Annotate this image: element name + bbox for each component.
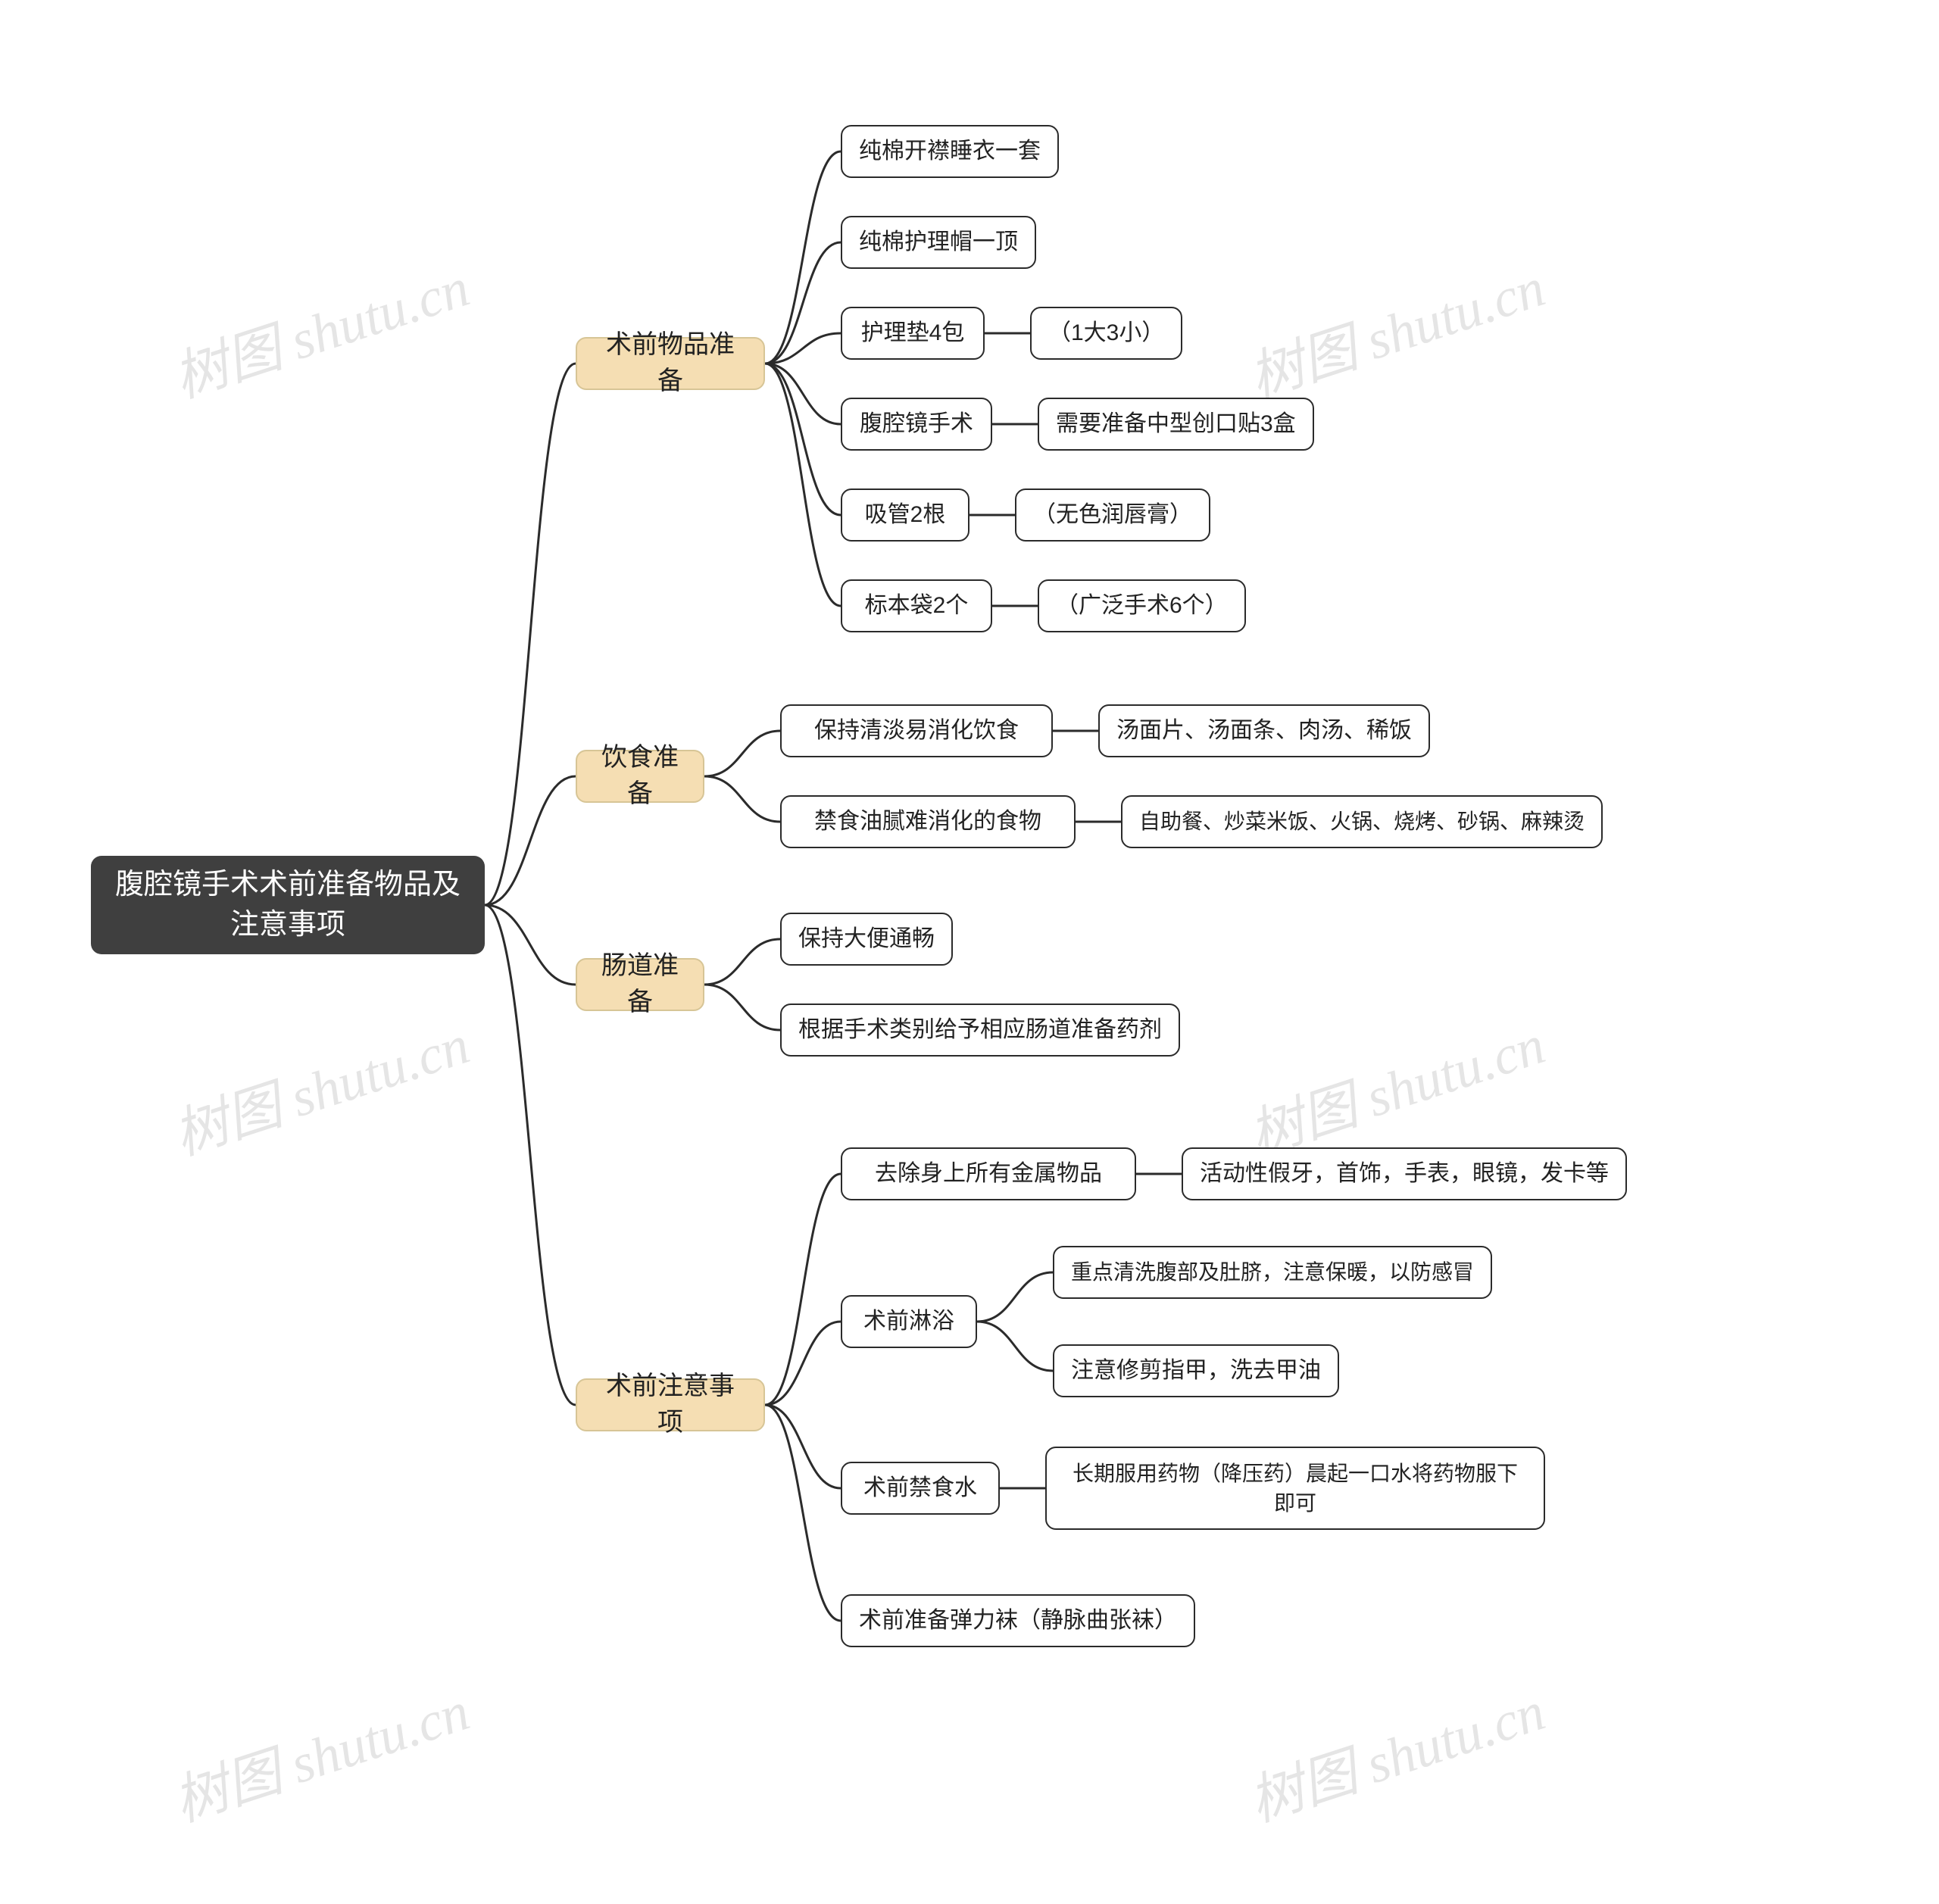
leaf-node: 活动性假牙，首饰，手表，眼镜，发卡等 [1182,1147,1627,1200]
leaf-node: 禁食油腻难消化的食物 [780,795,1076,848]
leaf-node: 纯棉开襟睡衣一套 [841,125,1059,178]
leaf-node: 去除身上所有金属物品 [841,1147,1136,1200]
leaf-node: 术前准备弹力袜（静脉曲张袜） [841,1594,1195,1647]
watermark: 树图 shutu.cn [162,1000,478,1170]
category-node: 术前物品准备 [576,337,765,390]
leaf-node: 自助餐、炒菜米饭、火锅、烧烤、砂锅、麻辣烫 [1121,795,1603,848]
leaf-node: 纯棉护理帽一顶 [841,216,1036,269]
watermark: 树图 shutu.cn [162,242,478,413]
category-node: 饮食准备 [576,750,704,803]
leaf-node: 吸管2根 [841,488,970,542]
category-node: 肠道准备 [576,958,704,1011]
leaf-node: 长期服用药物（降压药）晨起一口水将药物服下即可 [1045,1447,1545,1530]
leaf-node: （1大3小） [1030,307,1182,360]
leaf-node: 注意修剪指甲，洗去甲油 [1053,1344,1339,1397]
watermark: 树图 shutu.cn [1238,1666,1553,1837]
leaf-node: （广泛手术6个） [1038,579,1246,632]
watermark: 树图 shutu.cn [1238,1000,1553,1170]
leaf-node: 重点清洗腹部及肚脐，注意保暖，以防感冒 [1053,1246,1492,1299]
leaf-node: 术前淋浴 [841,1295,977,1348]
leaf-node: 标本袋2个 [841,579,992,632]
leaf-node: 汤面片、汤面条、肉汤、稀饭 [1098,704,1430,757]
root-node: 腹腔镜手术术前准备物品及注意事项 [91,856,485,954]
watermark: 树图 shutu.cn [1238,242,1553,413]
leaf-node: 护理垫4包 [841,307,985,360]
leaf-node: 根据手术类别给予相应肠道准备药剂 [780,1004,1180,1057]
leaf-node: 腹腔镜手术 [841,398,992,451]
watermark: 树图 shutu.cn [162,1666,478,1837]
leaf-node: 保持大便通畅 [780,913,953,966]
mindmap-canvas: 树图 shutu.cn 树图 shutu.cn 树图 shutu.cn 树图 s… [0,0,1939,1904]
leaf-node: 需要准备中型创口贴3盒 [1038,398,1314,451]
leaf-node: （无色润唇膏） [1015,488,1210,542]
leaf-node: 术前禁食水 [841,1462,1000,1515]
leaf-node: 保持清淡易消化饮食 [780,704,1053,757]
category-node: 术前注意事项 [576,1378,765,1431]
